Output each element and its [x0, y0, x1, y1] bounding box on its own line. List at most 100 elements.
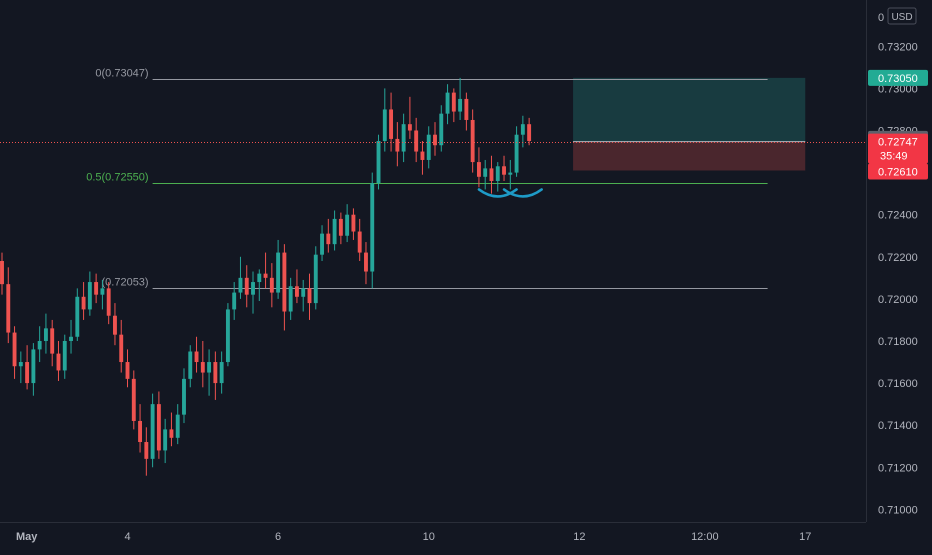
candle-body [156, 404, 161, 451]
fib-level-label: 0(0.73047) [95, 68, 148, 80]
candle-body [476, 162, 481, 177]
candle-body [75, 296, 80, 337]
candle-body [56, 353, 61, 371]
long-position-tool[interactable] [573, 77, 806, 171]
candle-body [163, 429, 168, 451]
currency-label[interactable]: USD [891, 12, 912, 23]
candle-body [276, 252, 281, 293]
candle-body [194, 351, 199, 363]
candle-body [200, 362, 205, 373]
price-tick-label: 0.71400 [878, 420, 918, 432]
candle-body [144, 442, 149, 459]
candle-body [282, 252, 287, 312]
candle-body [150, 404, 155, 459]
price-tag-label: 0.72610 [878, 166, 918, 178]
candle-body [351, 214, 356, 232]
candle-body [125, 362, 130, 379]
price-tick-label: 0.71600 [878, 378, 918, 390]
candle-body [62, 340, 67, 371]
price-tick-label: 0.71200 [878, 462, 918, 474]
price-axis[interactable]: 0.732000.730000.728000.726000.724000.722… [866, 0, 932, 550]
candle-body [345, 214, 350, 236]
candle-body [87, 282, 92, 310]
candle-body [294, 286, 299, 297]
price-tag-tp[interactable] [868, 69, 928, 86]
candle-body [0, 261, 4, 285]
candle-body [495, 166, 500, 182]
bottom-arc-right[interactable] [502, 188, 543, 198]
candle-body [370, 183, 375, 272]
candle-body [332, 218, 337, 245]
candle-body [407, 124, 412, 131]
double-bottom-drawing[interactable] [477, 188, 543, 198]
candle-body [18, 362, 23, 367]
candle-body [263, 273, 268, 278]
time-tick-label: 4 [124, 531, 130, 543]
candle-body [225, 309, 230, 363]
candle-body [175, 414, 180, 438]
price-axis-background [866, 0, 932, 550]
candle-body [527, 124, 532, 142]
candle-body [451, 92, 456, 112]
candle-body [389, 109, 394, 139]
candle-body [213, 362, 218, 384]
position-stop-zone[interactable] [573, 141, 806, 171]
time-tick-label: 12 [573, 531, 585, 543]
price-tick-label: 0.72200 [878, 252, 918, 264]
candle-body [50, 328, 55, 354]
time-axis[interactable]: May 4 6 10 12 12:00 17 [0, 522, 866, 544]
candle-body [25, 362, 30, 384]
bar-countdown-timer: 35:49 [880, 151, 908, 163]
candle-body [257, 273, 262, 283]
candle-body [489, 168, 494, 182]
candle-body [238, 277, 243, 293]
candle-body [244, 277, 249, 295]
candle-body [188, 351, 193, 379]
candle-body [338, 218, 343, 236]
candle-body [520, 124, 525, 135]
candle-body [106, 288, 111, 316]
price-tick-label-partial: 0 [878, 12, 884, 24]
candle-body [182, 378, 186, 415]
time-tick-label: 6 [275, 531, 281, 543]
position-target-zone[interactable] [573, 77, 806, 142]
bottom-arc-left[interactable] [477, 188, 518, 198]
candle-body [357, 231, 362, 253]
candle-body [326, 233, 331, 245]
candle-body [31, 349, 36, 384]
time-tick-label: 10 [423, 531, 435, 543]
candle-body [395, 138, 400, 152]
price-tick-label: 0.71000 [878, 504, 918, 516]
candle-body [376, 141, 381, 184]
price-tag-label: 0.72747 [878, 137, 918, 149]
candle-body [414, 130, 419, 152]
candle-body [81, 296, 86, 310]
time-tick-label: 17 [799, 531, 811, 543]
time-tick-label: May [16, 531, 38, 543]
candle-body [470, 119, 475, 163]
candle-body [483, 168, 488, 177]
candle-body [464, 98, 469, 120]
candle-body [301, 288, 306, 297]
candle-body [313, 254, 318, 304]
time-tick-label: 12:00 [691, 531, 719, 543]
candle-body [508, 172, 513, 175]
fib-retracement-tool[interactable]: 0(0.73047) 0.5(0.72550) (0.72053) [86, 68, 768, 289]
candle-body [426, 134, 431, 160]
candle-body [119, 334, 124, 363]
candle-body [131, 378, 136, 421]
price-tick-label: 0.71800 [878, 336, 918, 348]
price-tag-current[interactable] [868, 133, 928, 164]
candle-body [12, 332, 17, 367]
candle-body [219, 362, 224, 384]
candle-body [514, 134, 519, 173]
candle-body [138, 420, 143, 443]
price-tag-sl[interactable] [868, 163, 928, 180]
candle-body [401, 124, 406, 152]
candle-body [169, 429, 174, 438]
candle-body [37, 340, 42, 350]
fib-level-label: 0.5(0.72550) [86, 172, 148, 184]
currency-button[interactable] [887, 7, 917, 25]
